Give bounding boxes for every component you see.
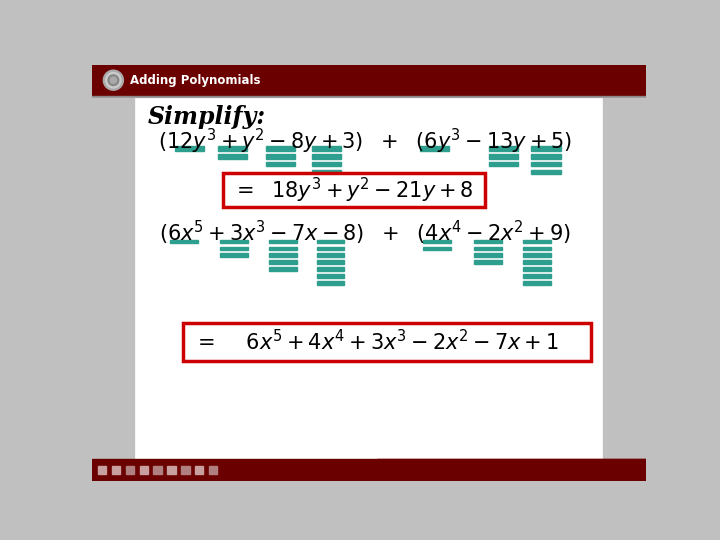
Bar [489,146,518,151]
Bar [183,323,590,361]
Bar [474,240,503,244]
Bar [112,466,120,475]
Bar [175,146,204,151]
Bar [317,240,344,244]
Bar [269,267,297,271]
Bar [317,281,344,285]
Bar [312,170,341,174]
Bar [474,260,503,264]
Bar [218,146,248,151]
Bar [317,267,344,271]
Bar [312,154,341,159]
Bar [92,459,647,481]
Bar [474,247,503,251]
Bar [266,162,295,166]
Bar [140,466,148,475]
Circle shape [110,77,117,83]
Bar [489,154,518,159]
Bar [377,459,647,481]
Bar [489,162,518,166]
Bar [523,247,551,251]
Bar [312,162,341,166]
Bar [531,146,561,151]
Text: $= \ \ \ \ 6x^5 + 4x^4 + 3x^3 - 2x^2 - 7x + 1$: $= \ \ \ \ 6x^5 + 4x^4 + 3x^3 - 2x^2 - 7… [194,329,559,355]
Bar [523,267,551,271]
Bar [317,260,344,264]
Bar [523,260,551,264]
Bar [220,247,248,251]
Bar [312,146,341,151]
Bar [266,154,295,159]
Bar [126,466,134,475]
Bar [98,466,107,475]
Circle shape [108,75,119,85]
Bar [523,274,551,278]
Bar [423,247,451,251]
Bar [420,146,449,151]
Text: $(6x^5 + 3x^3 - 7x - 8)\ \ +\ \ (4x^4 - 2x^2 + 9)$: $(6x^5 + 3x^3 - 7x - 8)\ \ +\ \ (4x^4 - … [159,219,571,247]
Bar [474,253,503,257]
Bar [317,253,344,257]
Bar [153,466,162,475]
Text: Simplify:: Simplify: [148,105,266,129]
Circle shape [104,70,123,90]
Text: $= \ \ 18y^3 + y^2 - 21y + 8$: $= \ \ 18y^3 + y^2 - 21y + 8$ [232,176,474,205]
Bar [220,253,248,257]
Bar [209,466,217,475]
Bar [92,65,647,96]
Bar [423,240,451,244]
Bar [269,240,297,244]
Bar [171,240,198,244]
Bar [317,274,344,278]
Bar [523,281,551,285]
Bar [269,247,297,251]
Text: Adding Polynomials: Adding Polynomials [130,73,261,87]
Bar [531,170,561,174]
Bar [269,260,297,264]
Bar [167,466,176,475]
Bar [531,154,561,159]
Bar [218,154,248,159]
Bar [317,247,344,251]
Circle shape [106,72,121,88]
Bar [222,173,485,207]
Bar [220,240,248,244]
Bar [181,466,189,475]
Bar [137,99,603,459]
Bar [531,162,561,166]
Bar [523,240,551,244]
Bar [523,253,551,257]
Bar [269,253,297,257]
Text: $(12y^3 + y^2 - 8y + 3)\ \ +\ \ (6y^3 - 13y + 5)$: $(12y^3 + y^2 - 8y + 3)\ \ +\ \ (6y^3 - … [158,126,572,156]
Bar [195,466,204,475]
Bar [266,146,295,151]
